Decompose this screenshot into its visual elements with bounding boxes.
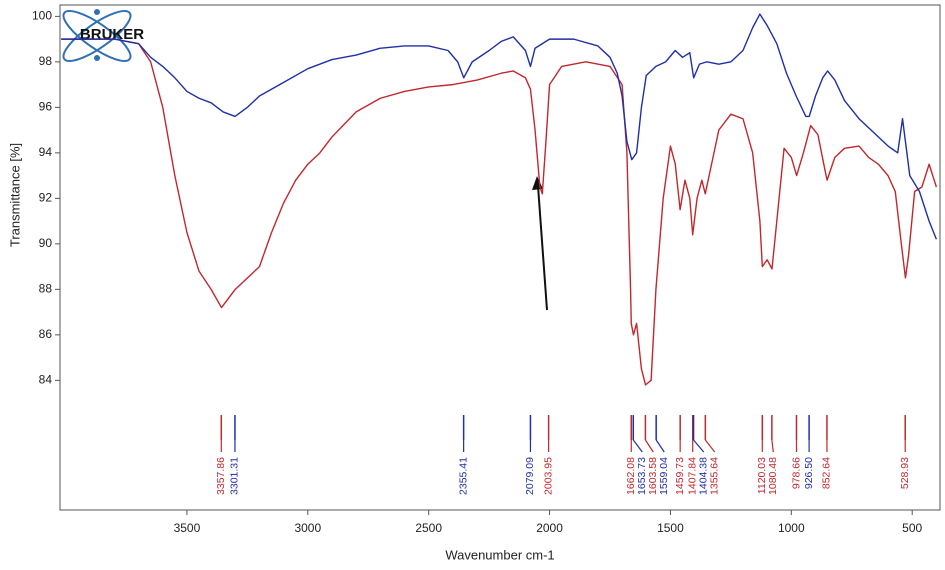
plot-frame xyxy=(59,4,941,511)
peak-label: 852.64 xyxy=(821,457,833,489)
peak-label: 3357.86 xyxy=(215,457,227,495)
peak-connector xyxy=(655,439,665,453)
y-tick-label: 94 xyxy=(39,145,53,159)
spectrum-line xyxy=(61,38,938,386)
peak-label: 1407.84 xyxy=(687,457,699,495)
y-tick-label: 84 xyxy=(39,373,53,387)
x-tick-label: 3000 xyxy=(294,521,321,535)
peak-label: 1355.64 xyxy=(709,457,721,495)
y-tick-label: 98 xyxy=(39,54,53,68)
x-tick-label: 1000 xyxy=(778,521,805,535)
y-tick-label: 100 xyxy=(32,9,52,23)
annotation-arrow xyxy=(532,176,548,311)
y-tick-label: 86 xyxy=(39,327,53,341)
logo: BRUKER xyxy=(62,9,144,62)
peak-connector xyxy=(644,439,654,453)
peak-label: 2355.41 xyxy=(457,457,469,495)
peak-label: 1404.38 xyxy=(698,457,710,495)
peak-label: 1120.03 xyxy=(756,457,768,494)
peak-label: 1559.04 xyxy=(658,457,670,495)
peak-connector xyxy=(693,439,705,453)
peak-label: 2003.95 xyxy=(542,457,554,495)
logo-text: BRUKER xyxy=(80,26,144,43)
peak-label: 1603.58 xyxy=(647,457,659,495)
y-tick-label: 92 xyxy=(39,191,53,205)
peak-label: 2079.09 xyxy=(524,457,536,495)
peak-label: 528.93 xyxy=(899,457,911,489)
peak-label: 1080.48 xyxy=(767,457,779,495)
y-axis-label: Transmittance [%] xyxy=(7,143,22,247)
peak-label: 1459.73 xyxy=(674,457,686,495)
x-tick-label: 2500 xyxy=(415,521,442,535)
y-tick-label: 96 xyxy=(39,100,53,114)
peak-connector xyxy=(771,439,774,453)
peak-label: 1662.08 xyxy=(625,457,637,495)
x-tick-label: 2000 xyxy=(536,521,563,535)
peak-label: 1653.73 xyxy=(636,457,648,495)
x-tick-label: 3500 xyxy=(174,521,201,535)
x-tick-label: 1500 xyxy=(657,521,684,535)
x-tick-label: 500 xyxy=(902,521,922,535)
peak-connector xyxy=(632,439,643,453)
y-tick-label: 90 xyxy=(39,236,53,250)
x-axis-label: Wavenumber cm-1 xyxy=(445,547,554,562)
y-tick-label: 88 xyxy=(39,282,53,296)
spectrum-line xyxy=(61,13,938,240)
peak-label: 926.50 xyxy=(803,457,815,489)
peak-label: 978.66 xyxy=(790,457,802,489)
peak-label: 3301.31 xyxy=(229,457,241,495)
peak-connector xyxy=(704,439,716,453)
